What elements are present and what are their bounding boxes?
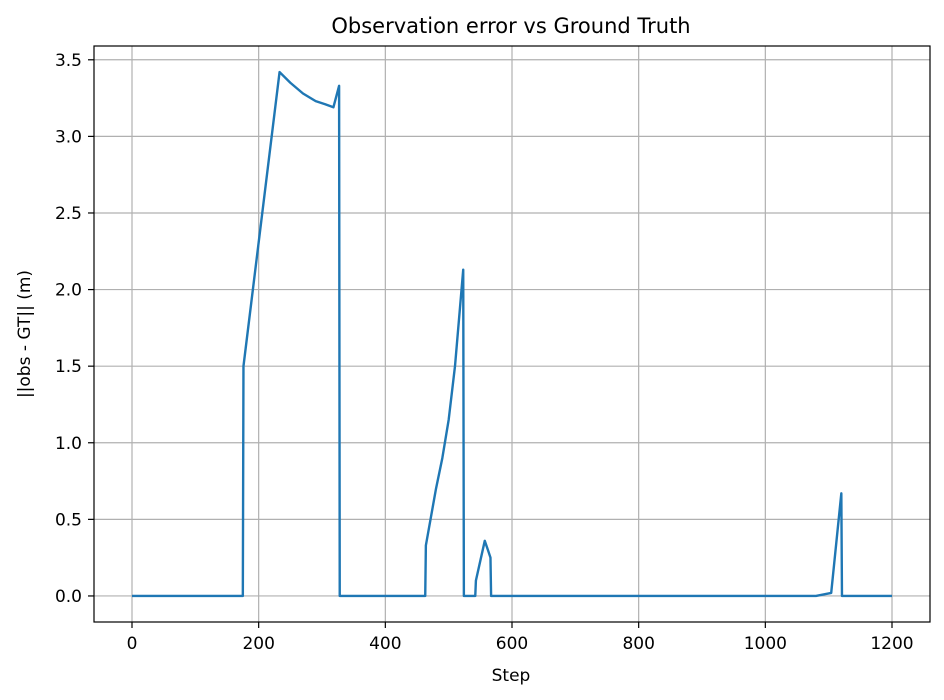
y-tick-label: 1.5: [55, 357, 82, 377]
series-layer: [132, 70, 892, 598]
axis-ticks: 0 200 400 600 800 1000 1200 0.0 0.5 1.0 1.5 2.0 2.5 3…: [55, 51, 914, 654]
x-axis-label: Step: [492, 666, 531, 686]
x-tick-label: 600: [496, 634, 528, 654]
y-tick-label: 0.0: [55, 587, 82, 607]
y-tick-label: 2.0: [55, 281, 82, 301]
y-axis-label: ||obs - GT|| (m): [15, 270, 35, 398]
x-tick-label: 200: [242, 634, 274, 654]
series-line: [132, 70, 892, 598]
y-tick-label: 2.5: [55, 204, 82, 224]
chart-title: Observation error vs Ground Truth: [331, 14, 690, 38]
y-tick-label: 3.5: [55, 51, 82, 71]
y-tick-label: 0.5: [55, 510, 82, 530]
y-tick-label: 1.0: [55, 434, 82, 454]
x-tick-label: 1000: [744, 634, 787, 654]
grid-lines: [94, 46, 930, 622]
x-tick-label: 0: [127, 634, 138, 654]
x-tick-label: 1200: [870, 634, 913, 654]
x-tick-label: 400: [369, 634, 401, 654]
y-tick-label: 3.0: [55, 127, 82, 147]
x-tick-label: 800: [622, 634, 654, 654]
